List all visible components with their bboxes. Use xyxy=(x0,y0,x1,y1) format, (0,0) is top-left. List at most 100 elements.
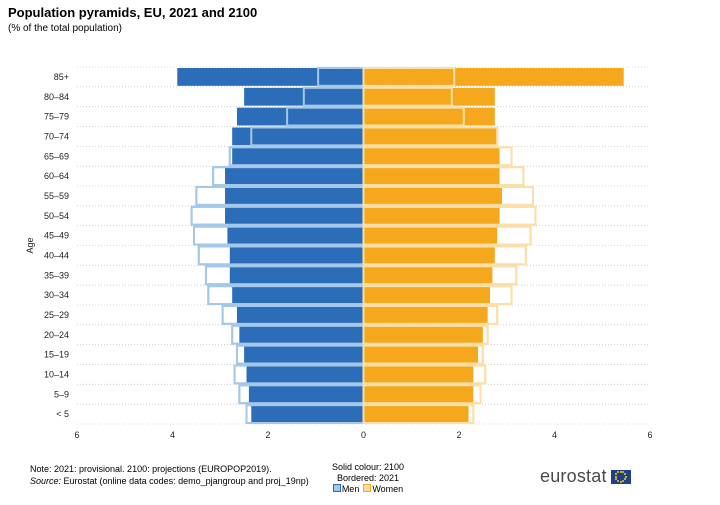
bar-women-2021-outline xyxy=(362,166,525,187)
bar-women-2100 xyxy=(363,127,498,146)
bar-men-2100 xyxy=(225,187,364,205)
flag-star-icon xyxy=(622,471,625,474)
x-tick-label: 6 xyxy=(74,430,79,440)
bar-men-2100 xyxy=(225,206,364,225)
bar-women-2021-outline xyxy=(362,225,532,246)
eurostat-logo: eurostat xyxy=(540,466,631,487)
bar-women-2021-outline xyxy=(362,305,499,325)
flag-star-icon xyxy=(617,471,620,474)
bar-women-2100 xyxy=(363,405,469,423)
flag-star-icon xyxy=(617,479,620,482)
bar-women-2100 xyxy=(363,187,502,205)
legend-item-women[interactable]: Women xyxy=(363,484,403,495)
bar-women-2100 xyxy=(363,147,500,166)
bar-women-2100 xyxy=(363,68,624,86)
legend-items: Men Women xyxy=(328,484,408,495)
bar-men-2100 xyxy=(232,286,364,304)
bar-women-2100 xyxy=(363,385,474,404)
source-text: Eurostat (online data codes: demo_pjangr… xyxy=(61,476,309,486)
chart-note: Note: 2021: provisional. 2100: projectio… xyxy=(30,463,309,487)
bar-women-2021-outline xyxy=(362,106,465,127)
y-tick-label: 50–54 xyxy=(44,211,69,221)
flag-star-icon xyxy=(614,475,617,478)
y-tick-label: 55–59 xyxy=(44,191,69,201)
eu-flag-icon xyxy=(610,469,631,484)
bar-women-2021-outline xyxy=(362,86,453,107)
flag-star-icon xyxy=(624,475,627,478)
chart-title: Population pyramids, EU, 2021 and 2100 xyxy=(8,5,258,20)
y-tick-label: 45–49 xyxy=(44,231,69,241)
legend-swatch-women xyxy=(363,484,372,492)
bar-men-2100 xyxy=(248,385,364,404)
bar-women-2021-outline xyxy=(362,205,537,226)
y-tick-label: 85+ xyxy=(54,72,69,82)
legend-item-men[interactable]: Men xyxy=(332,484,360,495)
bar-men-2100 xyxy=(177,68,364,86)
bar-men-2100 xyxy=(227,226,364,245)
bar-women-2021-outline xyxy=(362,364,487,385)
bar-women-2100 xyxy=(363,306,488,324)
flag-star-icon xyxy=(615,478,618,480)
bar-women-2021-outline xyxy=(362,146,513,167)
bar-women-2021-outline xyxy=(362,344,484,365)
bar-women-2021-outline xyxy=(362,67,456,87)
bar-women-2100 xyxy=(363,365,474,384)
bar-women-2100 xyxy=(363,246,495,265)
bar-women-2100 xyxy=(363,206,500,225)
y-tick-label: 20–24 xyxy=(44,330,69,340)
bar-women-2100 xyxy=(363,345,479,364)
bar-men-2100 xyxy=(246,365,364,384)
flag-star-icon xyxy=(623,478,626,480)
bar-men-2100 xyxy=(229,246,364,265)
bar-women-2100 xyxy=(363,107,495,126)
legend-bordered: Bordered: 2021 xyxy=(336,473,400,483)
y-tick-label: 40–44 xyxy=(44,250,69,260)
y-tick-label: 25–29 xyxy=(44,310,69,320)
bar-women-2021-outline xyxy=(362,324,489,345)
bar-women-2021-outline xyxy=(362,285,513,305)
bar-women-2100 xyxy=(363,325,483,344)
x-tick-label: 4 xyxy=(170,430,175,440)
logo-text: eurostat xyxy=(540,466,607,486)
bar-women-2021-outline xyxy=(362,265,518,286)
y-tick-label: 35–39 xyxy=(44,270,69,280)
flag-star-icon xyxy=(619,470,622,473)
bar-women-2021-outline xyxy=(362,126,499,147)
bar-men-2100 xyxy=(225,167,364,185)
x-tick-label: 2 xyxy=(456,430,461,440)
x-tick-label: 0 xyxy=(361,430,366,440)
y-tick-label: 10–14 xyxy=(44,369,69,379)
source-line: Source: Eurostat (online data codes: dem… xyxy=(30,475,309,487)
bar-men-2100 xyxy=(236,306,364,324)
x-tick-label: 6 xyxy=(647,430,652,440)
y-tick-label: < 5 xyxy=(56,409,69,419)
bar-men-2100 xyxy=(244,345,364,364)
x-tick-label: 4 xyxy=(552,430,557,440)
flag-star-icon xyxy=(619,480,622,483)
legend-swatch-men xyxy=(332,484,341,492)
y-tick-label: 30–34 xyxy=(44,290,69,300)
y-tick-label: 5–9 xyxy=(54,389,69,399)
note-line: Note: 2021: provisional. 2100: projectio… xyxy=(30,464,272,474)
bar-men-2100 xyxy=(229,266,364,285)
flag-star-icon xyxy=(623,473,626,475)
bar-women-2021-outline xyxy=(362,245,527,266)
legend-label-men: Men xyxy=(341,484,360,494)
bar-women-2100 xyxy=(363,226,498,245)
bar-men-2100 xyxy=(239,325,364,344)
y-tick-label: 70–74 xyxy=(44,131,69,141)
source-label: Source: xyxy=(30,476,62,486)
bar-men-2100 xyxy=(232,127,364,146)
y-tick-label: 80–84 xyxy=(44,92,69,102)
bar-women-2100 xyxy=(363,266,493,285)
bar-women-2021-outline xyxy=(362,384,482,405)
y-tick-label: 75–79 xyxy=(44,112,69,122)
bar-men-2100 xyxy=(251,405,364,423)
bar-men-2100 xyxy=(232,147,364,166)
legend: Solid colour: 2100 Bordered: 2021 Men Wo… xyxy=(328,462,408,495)
bar-men-2100 xyxy=(236,107,364,126)
flag-star-icon xyxy=(622,479,625,482)
legend-solid: Solid colour: 2100 xyxy=(331,462,405,472)
bar-women-2100 xyxy=(363,87,495,106)
